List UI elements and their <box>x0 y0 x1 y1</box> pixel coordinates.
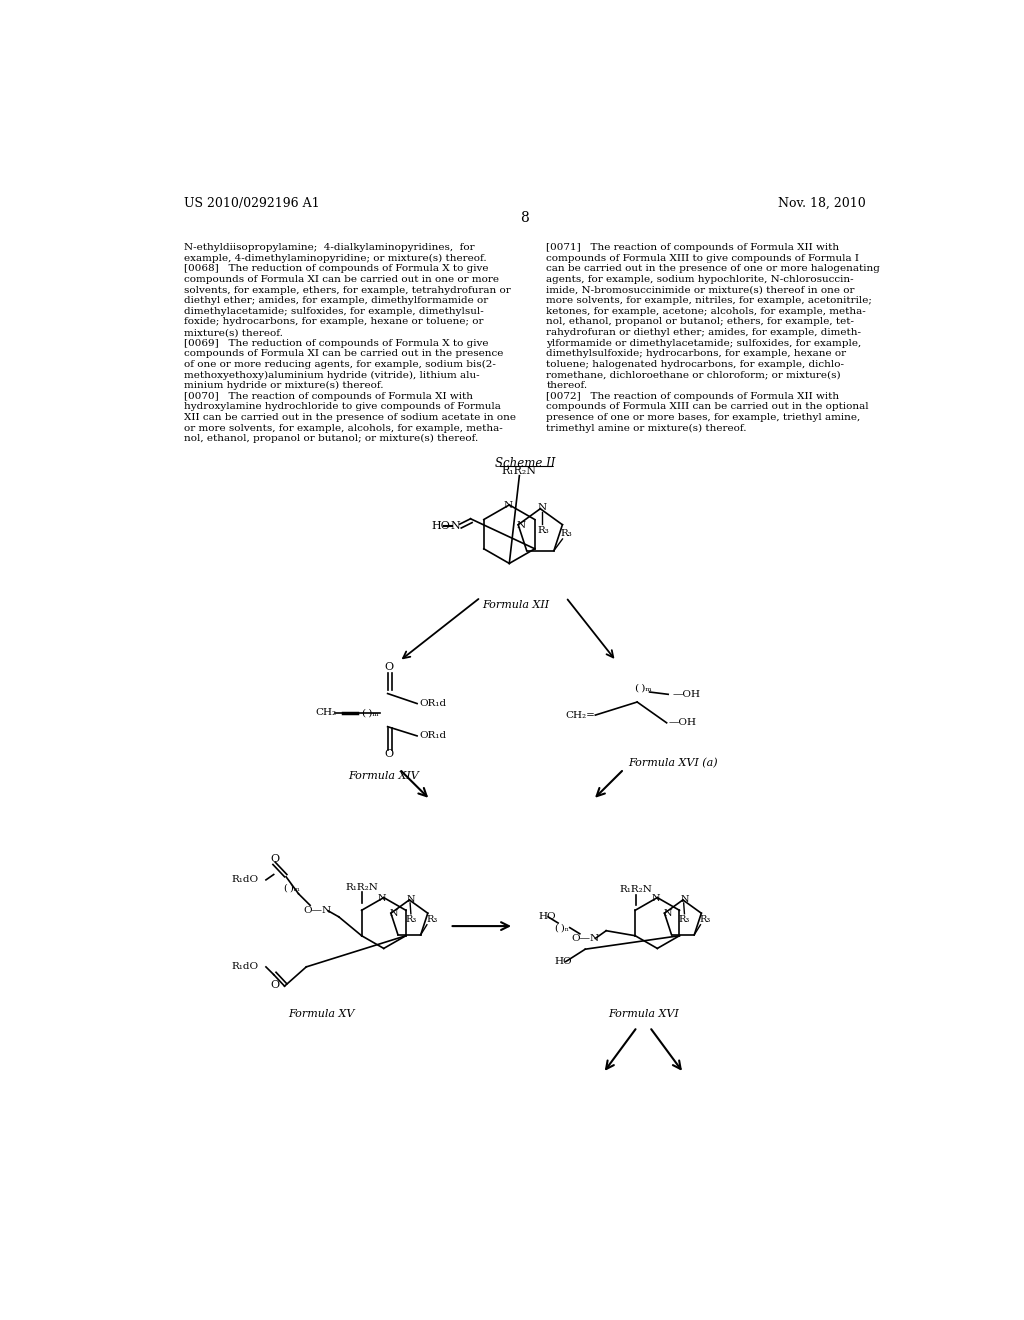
Text: dimethylacetamide; sulfoxides, for example, dimethylsul-: dimethylacetamide; sulfoxides, for examp… <box>183 306 483 315</box>
Text: [0069]   The reduction of compounds of Formula X to give: [0069] The reduction of compounds of For… <box>183 339 488 347</box>
Text: [0071]   The reaction of compounds of Formula XII with: [0071] The reaction of compounds of Form… <box>547 243 840 252</box>
Text: [0072]   The reaction of compounds of Formula XII with: [0072] The reaction of compounds of Form… <box>547 392 840 401</box>
Text: dimethylsulfoxide; hydrocarbons, for example, hexane or: dimethylsulfoxide; hydrocarbons, for exa… <box>547 350 847 358</box>
Text: agents, for example, sodium hypochlorite, N-chlorosuccin-: agents, for example, sodium hypochlorite… <box>547 275 854 284</box>
Text: N: N <box>390 909 398 919</box>
Text: compounds of Formula XIII can be carried out in the optional: compounds of Formula XIII can be carried… <box>547 403 869 412</box>
Text: compounds of Formula XI can be carried out in the presence: compounds of Formula XI can be carried o… <box>183 350 503 358</box>
Text: Scheme II: Scheme II <box>495 457 555 470</box>
Text: O: O <box>270 979 280 990</box>
Text: R₃: R₃ <box>538 525 549 535</box>
Text: Formula XVI: Formula XVI <box>608 1010 679 1019</box>
Text: R₃: R₃ <box>560 529 572 539</box>
Text: XII can be carried out in the presence of sodium acetate in one: XII can be carried out in the presence o… <box>183 413 516 422</box>
Text: 8: 8 <box>520 211 529 224</box>
Text: N: N <box>651 894 660 903</box>
Text: trimethyl amine or mixture(s) thereof.: trimethyl amine or mixture(s) thereof. <box>547 424 746 433</box>
Text: R₃: R₃ <box>426 915 437 924</box>
Text: [0070]   The reaction of compounds of Formula XI with: [0070] The reaction of compounds of Form… <box>183 392 473 401</box>
Text: Formula XV: Formula XV <box>289 1010 355 1019</box>
Text: compounds of Formula XI can be carried out in one or more: compounds of Formula XI can be carried o… <box>183 275 499 284</box>
Text: mixture(s) thereof.: mixture(s) thereof. <box>183 329 283 337</box>
Text: HO: HO <box>432 521 451 532</box>
Text: R₁R₂N: R₁R₂N <box>502 466 537 477</box>
Text: OR₁d: OR₁d <box>420 731 446 741</box>
Text: O—N: O—N <box>304 907 332 915</box>
Text: O—N: O—N <box>571 935 599 942</box>
Text: hydroxylamine hydrochloride to give compounds of Formula: hydroxylamine hydrochloride to give comp… <box>183 403 501 412</box>
Text: Formula XII: Formula XII <box>482 599 549 610</box>
Text: N: N <box>378 894 386 903</box>
Text: N: N <box>680 895 689 904</box>
Text: Formula XIV: Formula XIV <box>348 771 419 781</box>
Text: ( )ₘ: ( )ₘ <box>362 709 379 717</box>
Text: R₃: R₃ <box>699 915 711 924</box>
Text: O: O <box>385 748 394 759</box>
Text: R₃: R₃ <box>406 916 417 924</box>
Text: R₁R₂N: R₁R₂N <box>346 883 379 892</box>
Text: of one or more reducing agents, for example, sodium bis(2-: of one or more reducing agents, for exam… <box>183 360 496 370</box>
Text: can be carried out in the presence of one or more halogenating: can be carried out in the presence of on… <box>547 264 881 273</box>
Text: ( )ₘ: ( )ₘ <box>285 883 300 892</box>
Text: N: N <box>407 895 415 904</box>
Text: N: N <box>538 503 547 512</box>
Text: US 2010/0292196 A1: US 2010/0292196 A1 <box>183 197 319 210</box>
Text: N: N <box>517 521 526 531</box>
Text: N: N <box>503 502 512 510</box>
Text: ylformamide or dimethylacetamide; sulfoxides, for example,: ylformamide or dimethylacetamide; sulfox… <box>547 339 862 347</box>
Text: romethane, dichloroethane or chloroform; or mixture(s): romethane, dichloroethane or chloroform;… <box>547 371 841 380</box>
Text: ( )ₘ: ( )ₘ <box>635 684 651 693</box>
Text: R₁dΟ: R₁dΟ <box>231 875 258 884</box>
Text: solvents, for example, ethers, for example, tetrahydrofuran or: solvents, for example, ethers, for examp… <box>183 285 511 294</box>
Text: foxide; hydrocarbons, for example, hexane or toluene; or: foxide; hydrocarbons, for example, hexan… <box>183 318 483 326</box>
Text: R₃: R₃ <box>679 916 690 924</box>
Text: ( )ₙ: ( )ₙ <box>555 923 569 932</box>
Text: ketones, for example, acetone; alcohols, for example, metha-: ketones, for example, acetone; alcohols,… <box>547 306 866 315</box>
Text: minium hydride or mixture(s) thereof.: minium hydride or mixture(s) thereof. <box>183 381 383 391</box>
Text: rahydrofuran or diethyl ether; amides, for example, dimeth-: rahydrofuran or diethyl ether; amides, f… <box>547 329 861 337</box>
Text: Nov. 18, 2010: Nov. 18, 2010 <box>778 197 866 210</box>
Text: —OH: —OH <box>673 690 700 698</box>
Text: HO: HO <box>539 912 556 921</box>
Text: R₁dΟ: R₁dΟ <box>231 962 258 972</box>
Text: more solvents, for example, nitriles, for example, acetonitrile;: more solvents, for example, nitriles, fo… <box>547 296 872 305</box>
Text: nol, ethanol, propanol or butanol; ethers, for example, tet-: nol, ethanol, propanol or butanol; ether… <box>547 318 854 326</box>
Text: R₁R₂N: R₁R₂N <box>620 886 652 895</box>
Text: nol, ethanol, propanol or butanol; or mixture(s) thereof.: nol, ethanol, propanol or butanol; or mi… <box>183 434 478 444</box>
Text: compounds of Formula XIII to give compounds of Formula I: compounds of Formula XIII to give compou… <box>547 253 859 263</box>
Text: N: N <box>451 521 460 532</box>
Text: N: N <box>664 909 672 919</box>
Text: OR₁d: OR₁d <box>420 700 446 708</box>
Text: imide, N-bromosuccinimide or mixture(s) thereof in one or: imide, N-bromosuccinimide or mixture(s) … <box>547 285 855 294</box>
Text: thereof.: thereof. <box>547 381 588 391</box>
Text: CH₂: CH₂ <box>315 709 336 717</box>
Text: presence of one or more bases, for example, triethyl amine,: presence of one or more bases, for examp… <box>547 413 861 422</box>
Text: CH₂=: CH₂= <box>565 710 595 719</box>
Text: example, 4-dimethylaminopyridine; or mixture(s) thereof.: example, 4-dimethylaminopyridine; or mix… <box>183 253 486 263</box>
Text: [0068]   The reduction of compounds of Formula X to give: [0068] The reduction of compounds of For… <box>183 264 488 273</box>
Text: diethyl ether; amides, for example, dimethylformamide or: diethyl ether; amides, for example, dime… <box>183 296 488 305</box>
Text: methoxyethoxy)aluminium hydride (vitride), lithium alu-: methoxyethoxy)aluminium hydride (vitride… <box>183 371 479 380</box>
Text: HO: HO <box>554 957 571 966</box>
Text: N-ethyldiisopropylamine;  4-dialkylaminopyridines,  for: N-ethyldiisopropylamine; 4-dialkylaminop… <box>183 243 474 252</box>
Text: Formula XVI (a): Formula XVI (a) <box>628 758 718 768</box>
Text: O: O <box>270 854 280 865</box>
Text: toluene; halogenated hydrocarbons, for example, dichlo-: toluene; halogenated hydrocarbons, for e… <box>547 360 845 370</box>
Text: O: O <box>385 661 394 672</box>
Text: or more solvents, for example, alcohols, for example, metha-: or more solvents, for example, alcohols,… <box>183 424 503 433</box>
Text: —OH: —OH <box>669 718 696 727</box>
